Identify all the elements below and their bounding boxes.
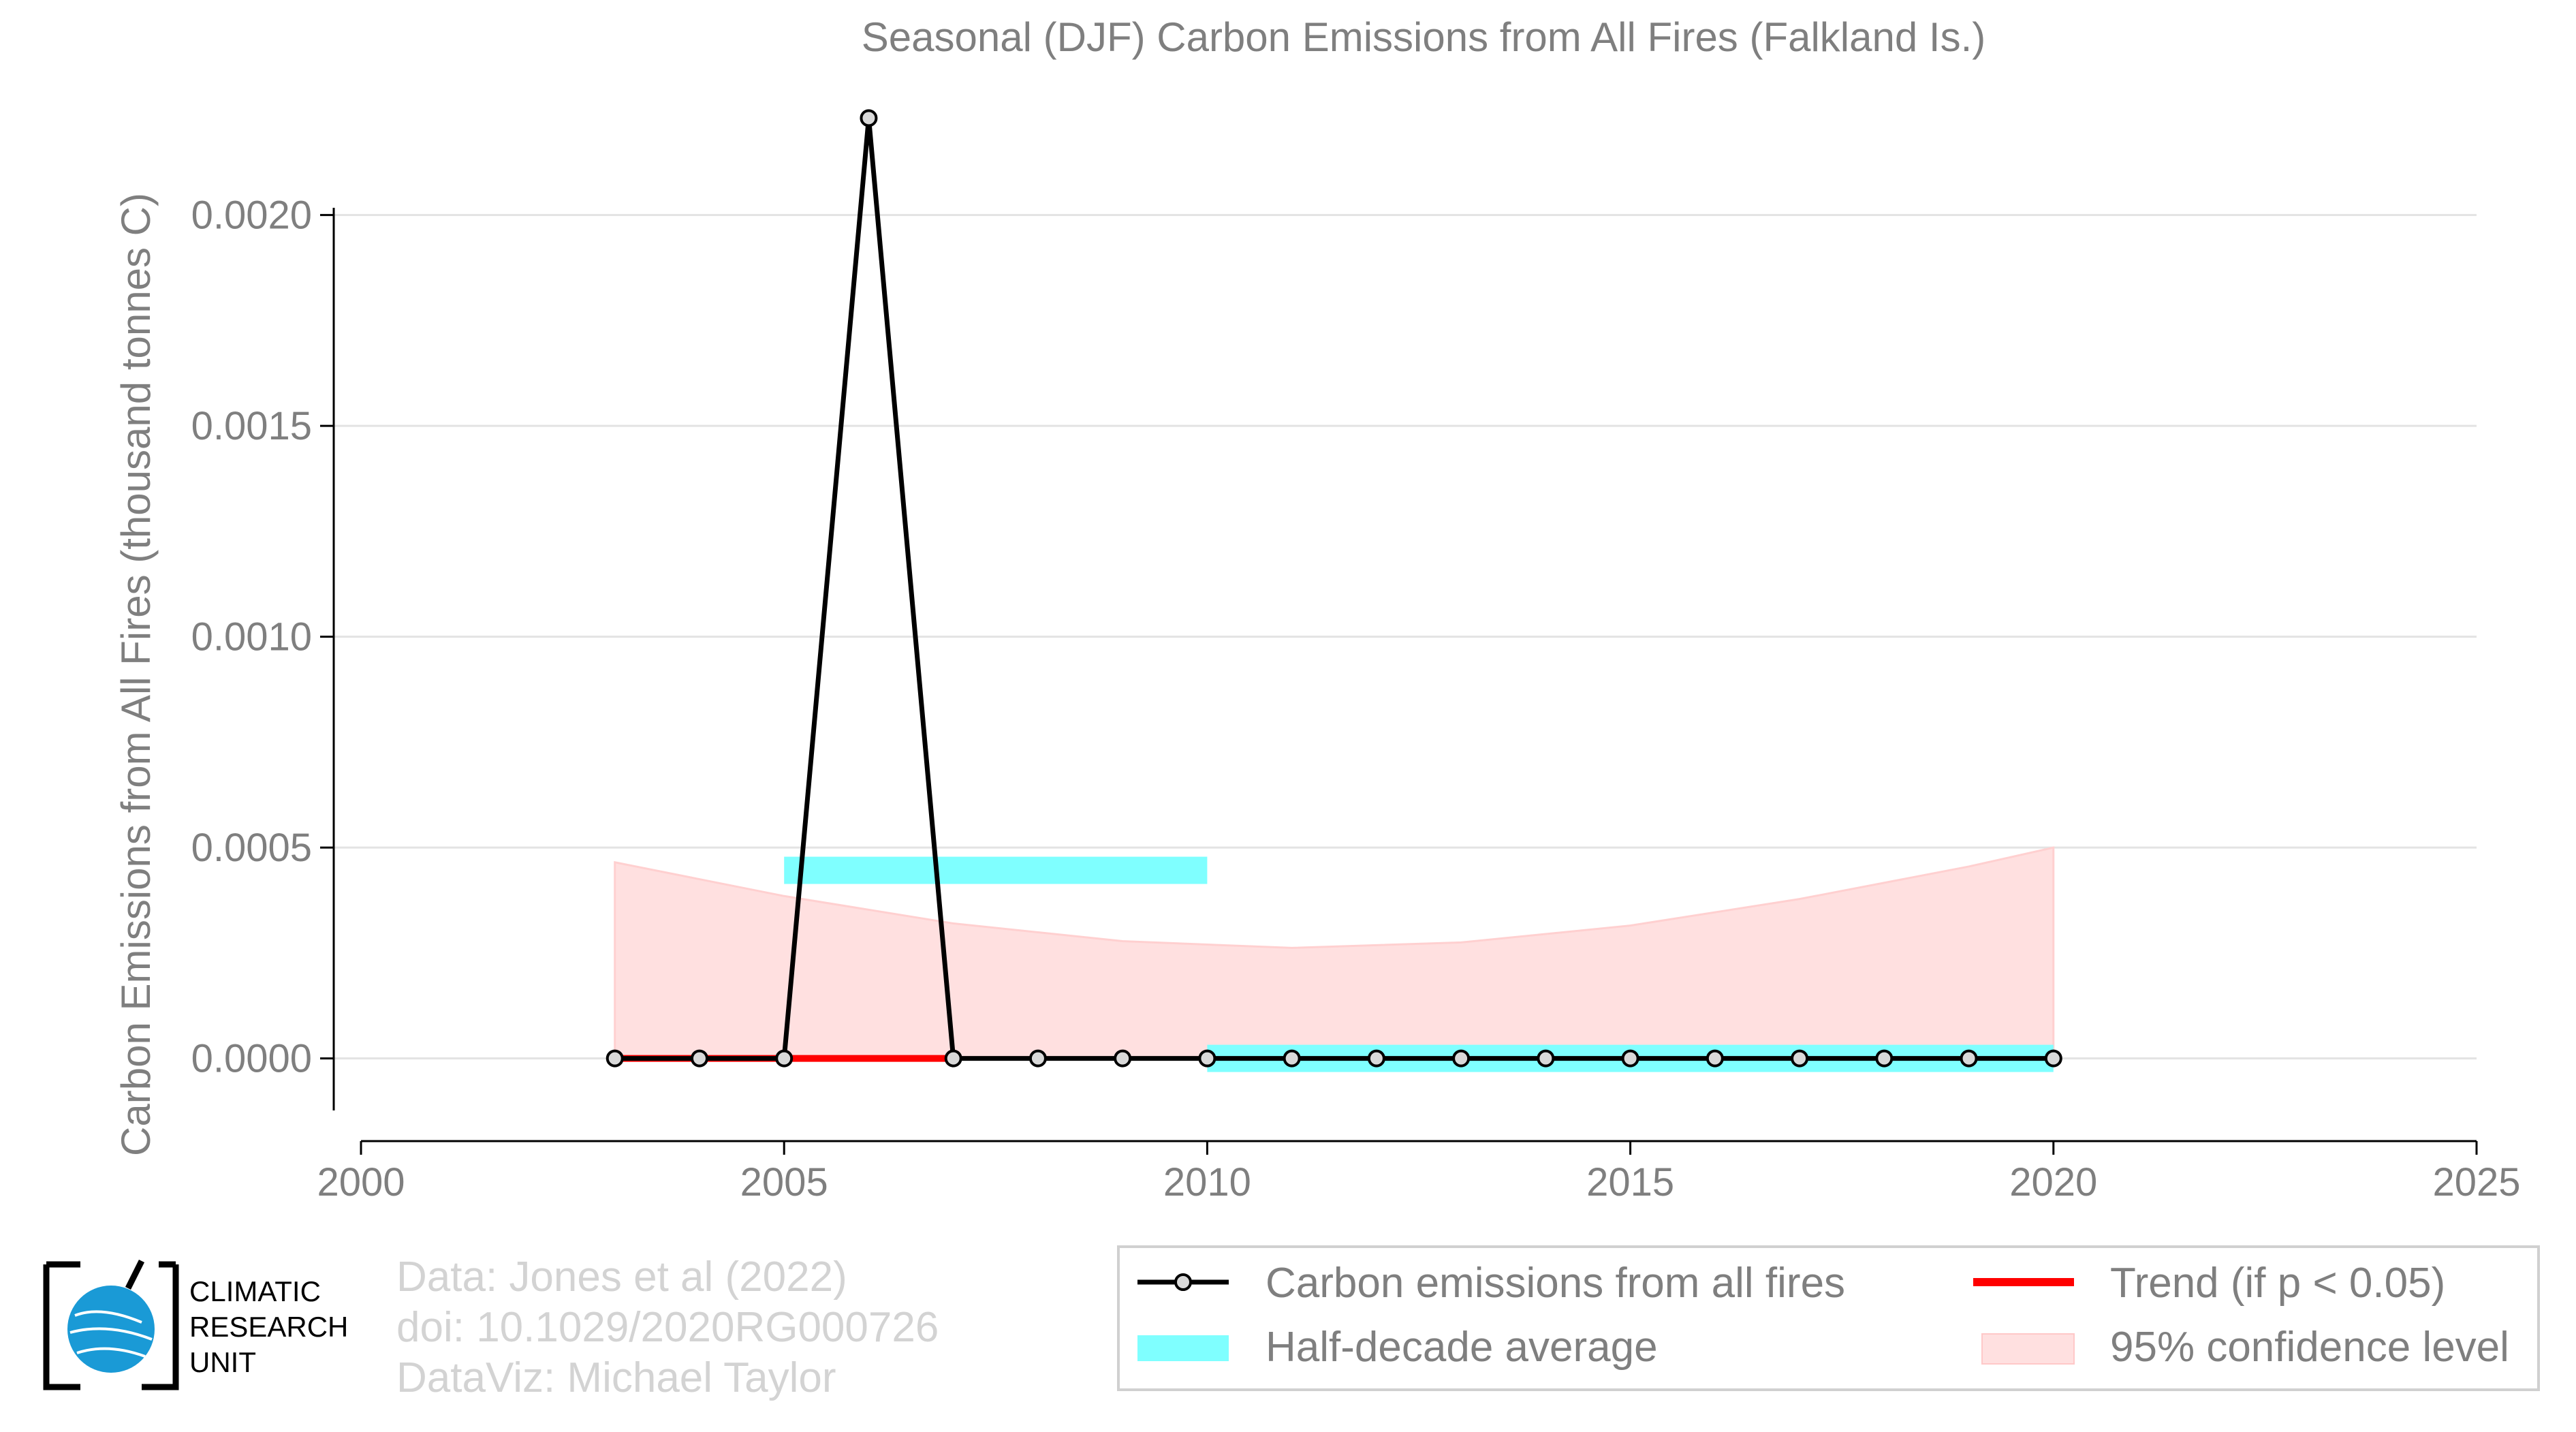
legend-label-emissions: Carbon emissions from all fires <box>1266 1260 1845 1307</box>
data-point-2010 <box>1198 1049 1216 1068</box>
credits: Data: Jones et al (2022) doi: 10.1029/20… <box>396 1252 939 1403</box>
x-tick-label-1: 2005 <box>740 1160 828 1204</box>
data-point-2005 <box>775 1049 794 1068</box>
data-point-2014 <box>1537 1049 1555 1068</box>
y-tick-label-2: 0.0010 <box>191 615 312 659</box>
legend-label-half-decade: Half-decade average <box>1266 1324 1658 1371</box>
chart-title: Seasonal (DJF) Carbon Emissions from All… <box>862 14 1985 60</box>
data-point-2018 <box>1875 1049 1894 1068</box>
data-point-2016 <box>1706 1049 1724 1068</box>
credit-doi: doi: 10.1029/2020RG000726 <box>396 1304 939 1351</box>
data-point-2007 <box>944 1049 962 1068</box>
y-tick-labels: 0.0000 0.0005 0.0010 0.0015 0.0020 <box>191 193 334 1081</box>
legend-frame <box>1117 1245 2540 1391</box>
x-tick-label-2: 2010 <box>1163 1160 1251 1204</box>
data-point-2013 <box>1452 1049 1471 1068</box>
emissions-series <box>606 109 2062 1068</box>
y-tick-label-3: 0.0015 <box>191 404 312 448</box>
logo-line-2: RESEARCH <box>189 1311 349 1343</box>
grid-lines <box>334 214 2477 1060</box>
x-tick-label-5: 2025 <box>2432 1160 2520 1204</box>
x-tick-label-3: 2015 <box>1586 1160 1674 1204</box>
y-tick-label-4: 0.0020 <box>191 193 312 238</box>
data-point-2006 <box>860 109 878 127</box>
data-point-2015 <box>1621 1049 1639 1068</box>
data-point-2009 <box>1114 1049 1132 1068</box>
x-tick-label-4: 2020 <box>2009 1160 2097 1204</box>
legend-marker-emissions <box>1174 1273 1192 1291</box>
legend: Carbon emissions from all fires Trend (i… <box>1117 1245 2540 1391</box>
logo-line-3: UNIT <box>189 1346 256 1378</box>
credit-dataviz: DataViz: Michael Taylor <box>396 1354 836 1401</box>
cru-logo-text: CLIMATIC RESEARCH UNIT <box>189 1274 348 1380</box>
data-point-2020 <box>2044 1049 2062 1068</box>
data-point-2019 <box>1960 1049 1978 1068</box>
data-point-2004 <box>690 1049 708 1068</box>
credit-data: Data: Jones et al (2022) <box>396 1254 847 1301</box>
x-tick-label-0: 2000 <box>317 1160 405 1204</box>
y-tick-label-0: 0.0000 <box>191 1037 312 1081</box>
axes <box>332 208 2477 1142</box>
legend-swatch-half-decade <box>1137 1335 1229 1361</box>
data-point-2011 <box>1283 1049 1301 1068</box>
logo-line-1: CLIMATIC <box>189 1275 321 1307</box>
cru-logo <box>40 1258 183 1394</box>
cru-logo-graphic <box>43 1259 179 1390</box>
legend-label-confidence: 95% confidence level <box>2110 1324 2509 1371</box>
data-point-2012 <box>1367 1049 1385 1068</box>
data-point-2003 <box>606 1049 624 1068</box>
emissions-line <box>614 118 2054 1061</box>
legend-label-trend: Trend (if p < 0.05) <box>2110 1260 2445 1307</box>
data-point-2008 <box>1028 1049 1047 1068</box>
y-tick-label-1: 0.0005 <box>191 826 312 870</box>
half-decade-bar-0 <box>784 856 1208 884</box>
data-point-2017 <box>1791 1049 1809 1068</box>
x-tick-labels: 2000 2005 2010 2015 2020 2025 <box>317 1141 2521 1204</box>
legend-swatch-confidence <box>1981 1333 2075 1365</box>
y-axis-label: Carbon Emissions from All Fires (thousan… <box>113 193 159 1156</box>
